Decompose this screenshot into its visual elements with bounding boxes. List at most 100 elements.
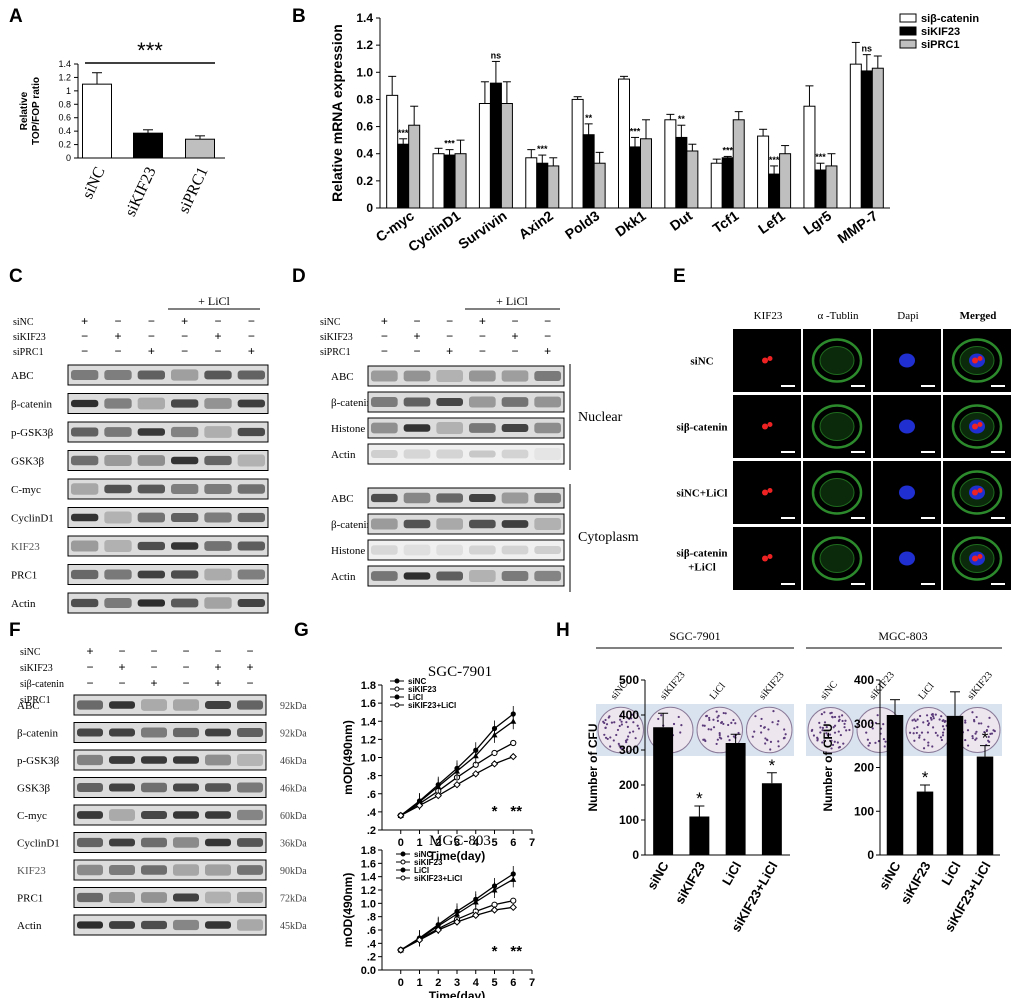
h-colony	[628, 731, 631, 734]
c-band-label: Actin	[11, 598, 36, 610]
blot-band	[204, 597, 232, 609]
b-significance: ***	[722, 145, 733, 155]
b-x-tick-label: Tcf1	[710, 207, 742, 236]
h-colony	[619, 718, 622, 721]
g-x-tick-label: 0	[398, 837, 404, 849]
h-colony	[620, 720, 623, 723]
g-point	[397, 946, 405, 954]
e-tubulin-signal	[951, 536, 1003, 581]
blot-band	[204, 398, 232, 409]
b-bar	[803, 105, 816, 209]
g-legend-label: siKIF23	[408, 685, 437, 694]
b-x-tick-label: Dkk1	[612, 207, 649, 239]
h-colony	[911, 719, 914, 722]
h-colony	[941, 731, 945, 734]
e-dapi-nucleus	[899, 551, 915, 566]
e-kif23-signal	[977, 488, 983, 493]
d-blot	[367, 391, 565, 413]
blot-band	[371, 370, 398, 382]
h-colony	[842, 742, 845, 745]
blot-band	[173, 837, 199, 848]
h-y-tick-label: 100	[619, 813, 639, 827]
g-y-label: mOD(490nm)	[341, 720, 355, 795]
f-sign: +	[150, 676, 157, 690]
h-colony	[831, 716, 834, 719]
f-condition-label: siKIF23	[20, 663, 53, 674]
e-kif23-signal	[762, 489, 768, 496]
h-colony	[865, 731, 868, 734]
blot-band	[137, 428, 165, 436]
e-dapi-nucleus	[899, 419, 915, 434]
blot-band	[371, 518, 398, 530]
d-sign: −	[413, 344, 420, 358]
e-tubulin-signal	[811, 470, 863, 515]
f-sign: −	[86, 676, 93, 690]
a-bar	[133, 132, 163, 159]
h-colony	[777, 745, 780, 748]
e-kif23-signal	[977, 554, 983, 559]
g-title: MGC-803	[429, 833, 491, 849]
blot-band	[137, 397, 165, 410]
blot-band	[104, 540, 132, 552]
d-sign: −	[413, 314, 420, 328]
e-tubulin-signal	[951, 338, 1003, 383]
h-colony	[919, 714, 922, 718]
g-y-tick-label: 1.4	[361, 716, 377, 728]
h-colony	[715, 710, 718, 713]
h-colony	[715, 742, 718, 746]
c-sign: +	[114, 329, 121, 343]
g-legend-marker	[394, 694, 400, 700]
g-legend-label: LiCl	[408, 693, 423, 702]
panel-letter: H	[556, 620, 570, 641]
g-x-tick-label: 5	[491, 837, 497, 849]
blot-band	[501, 370, 529, 382]
h-colony	[882, 737, 886, 741]
b-legend-swatch	[899, 26, 917, 36]
h-colony	[913, 739, 916, 742]
h-colony	[823, 739, 826, 742]
c-sign: −	[181, 344, 188, 358]
h-colony	[767, 728, 770, 731]
h-colony	[922, 747, 926, 750]
h-colony	[884, 740, 887, 743]
blot-band	[137, 541, 165, 551]
h-colony	[603, 733, 606, 736]
h-colony	[708, 716, 711, 720]
blot-band	[403, 370, 431, 382]
blot-band	[104, 454, 132, 467]
h-colony	[925, 714, 929, 717]
blot-band	[173, 811, 199, 819]
h-colony	[870, 721, 873, 724]
h-title: SGC-7901	[669, 629, 720, 643]
f-condition-label: siPRC1	[20, 695, 51, 706]
b-bar	[618, 78, 630, 209]
blot-band	[77, 892, 103, 903]
b-bar	[500, 103, 513, 209]
h-colony	[918, 736, 921, 739]
e-kif23-signal	[972, 423, 978, 430]
h-colony	[843, 722, 846, 725]
g-x-tick-label: 2	[435, 837, 441, 849]
h-colony	[819, 726, 822, 729]
h-colony	[782, 737, 785, 740]
b-y-tick-label: 1.4	[356, 11, 373, 25]
h-colony	[615, 733, 618, 737]
b-bar	[721, 157, 734, 209]
b-legend-label: siβ-catenin	[921, 13, 979, 25]
h-colony	[838, 745, 841, 749]
e-dapi-nucleus	[899, 485, 915, 500]
b-y-tick-label: 1.2	[356, 38, 373, 52]
h-colony	[931, 745, 934, 748]
h-y-label: Number of CFU	[586, 724, 600, 812]
h-x-tick-label: LiCl	[719, 859, 744, 888]
e-tubulin-signal	[819, 412, 855, 441]
h-colony	[783, 728, 786, 731]
f-band-label: CyclinD1	[17, 838, 60, 850]
h-colony	[977, 722, 981, 725]
h-colony	[628, 717, 631, 721]
b-bar	[489, 82, 502, 209]
h-significance: *	[696, 789, 703, 808]
d-sign: −	[544, 314, 551, 328]
b-bar	[629, 146, 641, 209]
h-y-label: Number of CFU	[821, 724, 835, 812]
